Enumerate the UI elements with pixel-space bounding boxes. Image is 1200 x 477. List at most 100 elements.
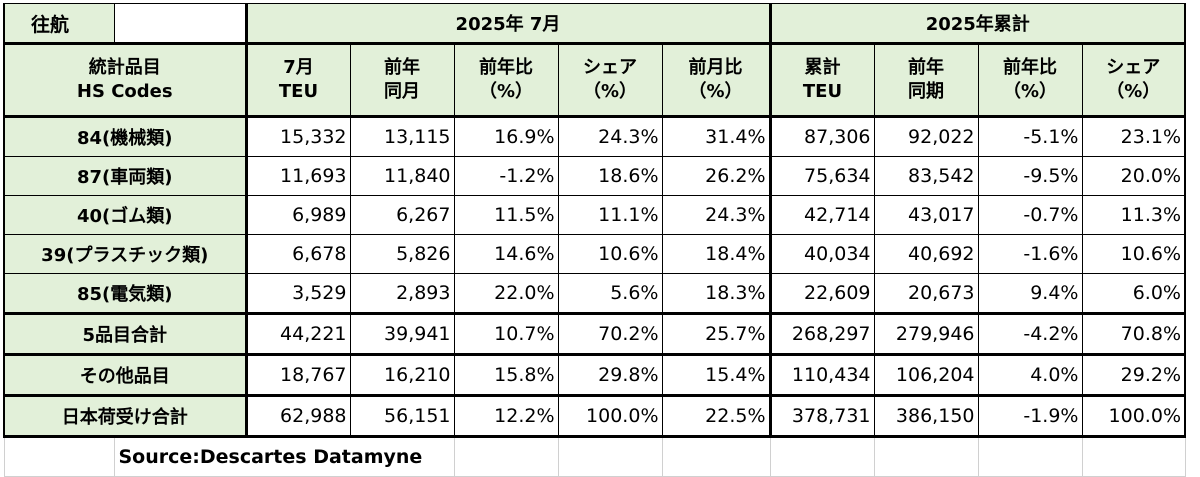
col-header-share-line2: （%） bbox=[582, 81, 638, 102]
cell-cum-prev: 83,542 bbox=[873, 156, 979, 196]
col-header-cumulative-line1: 累計 bbox=[804, 57, 841, 78]
empty-header-cell bbox=[113, 3, 247, 44]
col-header-cum-share-line2: （%） bbox=[1106, 81, 1161, 102]
cell-cum: 40,034 bbox=[768, 234, 875, 274]
cell-cum-yoy: -0.7% bbox=[977, 195, 1083, 235]
cell-cum-prev: 20,673 bbox=[873, 273, 979, 314]
source-note: Source:Descartes Datamyne bbox=[113, 436, 455, 477]
row-label: 日本荷受け合計 bbox=[3, 394, 247, 438]
cell-prev: 6,267 bbox=[349, 195, 455, 235]
row-label: 39(プラスチック類) bbox=[3, 234, 247, 274]
cell-teu: 6,678 bbox=[244, 234, 351, 274]
col-header-mom-line2: （%） bbox=[688, 81, 743, 102]
col-header-cum-yoy: 前年比 （%） bbox=[977, 42, 1083, 117]
cell-teu: 11,693 bbox=[244, 156, 351, 196]
empty-cell bbox=[873, 436, 979, 477]
cell-yoy: 16.9% bbox=[453, 115, 559, 157]
row-label: 40(ゴム類) bbox=[3, 195, 247, 235]
corner-label: 往航 bbox=[3, 3, 115, 44]
cell-teu: 15,332 bbox=[244, 115, 351, 157]
cell-cum-yoy: -9.5% bbox=[977, 156, 1083, 196]
col-header-mom-line1: 前月比 bbox=[688, 57, 743, 78]
cell-mom: 31.4% bbox=[661, 115, 771, 157]
cell-share: 18.6% bbox=[557, 156, 663, 196]
table-body: 84(機械類) 15,332 13,115 16.9% 24.3% 31.4% … bbox=[3, 115, 1186, 438]
row-label: 85(電気類) bbox=[3, 273, 247, 314]
col-header-prev-year-period: 前年 同期 bbox=[873, 42, 979, 117]
empty-cell bbox=[769, 436, 875, 477]
cell-cum: 110,434 bbox=[768, 353, 875, 396]
cell-cum-yoy: -1.9% bbox=[977, 394, 1083, 438]
cell-cum: 75,634 bbox=[768, 156, 875, 196]
cell-cum: 268,297 bbox=[768, 312, 875, 355]
col-header-cum-yoy-line1: 前年比 bbox=[1003, 57, 1057, 78]
table-row: 日本荷受け合計 62,988 56,151 12.2% 100.0% 22.5%… bbox=[3, 394, 1186, 438]
cell-prev: 13,115 bbox=[349, 115, 455, 157]
empty-cell bbox=[977, 436, 1083, 477]
cell-prev: 2,893 bbox=[349, 273, 455, 314]
cell-yoy: 11.5% bbox=[453, 195, 559, 235]
empty-cell bbox=[557, 436, 663, 477]
cell-mom: 24.3% bbox=[661, 195, 771, 235]
cell-prev: 5,826 bbox=[349, 234, 455, 274]
cell-mom: 26.2% bbox=[661, 156, 771, 196]
hs-code-table: 往航 2025年 7月 2025年累計 統計品目 HS Codes 7月 TEU… bbox=[3, 3, 1186, 477]
cell-cum-share: 100.0% bbox=[1081, 394, 1186, 438]
cell-teu: 62,988 bbox=[244, 394, 351, 438]
col-header-cum-yoy-line2: （%） bbox=[1002, 81, 1058, 102]
row-label: 87(車両類) bbox=[3, 156, 247, 196]
cell-cum-prev: 386,150 bbox=[873, 394, 979, 438]
empty-cell bbox=[453, 436, 559, 477]
cell-cum-share: 6.0% bbox=[1081, 273, 1186, 314]
col-header-share: シェア （%） bbox=[557, 42, 663, 117]
cell-teu: 6,989 bbox=[244, 195, 351, 235]
table-row: 85(電気類) 3,529 2,893 22.0% 5.6% 18.3% 22,… bbox=[3, 273, 1186, 314]
table-row: 5品目合計 44,221 39,941 10.7% 70.2% 25.7% 26… bbox=[3, 312, 1186, 355]
cell-cum-prev: 279,946 bbox=[873, 312, 979, 355]
cell-share: 29.8% bbox=[557, 353, 663, 396]
empty-cell bbox=[661, 436, 771, 477]
cell-yoy: 14.6% bbox=[453, 234, 559, 274]
col-header-prev-year-month: 前年 同月 bbox=[349, 42, 455, 117]
cell-yoy: 12.2% bbox=[453, 394, 559, 438]
cell-cum-prev: 40,692 bbox=[873, 234, 979, 274]
col-header-item-line1: 統計品目 bbox=[88, 57, 161, 78]
col-header-share-line1: シェア bbox=[583, 57, 637, 78]
cell-cum-prev: 106,204 bbox=[873, 353, 979, 396]
cell-prev: 56,151 bbox=[349, 394, 455, 438]
cell-cum-yoy: -1.6% bbox=[977, 234, 1083, 274]
col-header-item-line2: HS Codes bbox=[76, 81, 173, 102]
cell-cum-prev: 92,022 bbox=[873, 115, 979, 157]
empty-cell bbox=[1081, 436, 1186, 477]
cell-cum-share: 20.0% bbox=[1081, 156, 1186, 196]
col-header-cumulative-line2: TEU bbox=[802, 81, 843, 102]
cell-share: 11.1% bbox=[557, 195, 663, 235]
table-row: 39(プラスチック類) 6,678 5,826 14.6% 10.6% 18.4… bbox=[3, 234, 1186, 274]
cell-mom: 25.7% bbox=[661, 312, 771, 355]
table-row: 84(機械類) 15,332 13,115 16.9% 24.3% 31.4% … bbox=[3, 115, 1186, 157]
cell-mom: 15.4% bbox=[661, 353, 771, 396]
col-header-yoy: 前年比 （%） bbox=[453, 42, 559, 117]
cell-share: 24.3% bbox=[557, 115, 663, 157]
cell-cum: 42,714 bbox=[768, 195, 875, 235]
col-header-item: 統計品目 HS Codes bbox=[3, 42, 247, 117]
table-row: その他品目 18,767 16,210 15.8% 29.8% 15.4% 11… bbox=[3, 353, 1186, 396]
row-label: 5品目合計 bbox=[3, 312, 247, 355]
cell-cum-yoy: 4.0% bbox=[977, 353, 1083, 396]
cell-yoy: 15.8% bbox=[453, 353, 559, 396]
cell-cum-share: 23.1% bbox=[1081, 115, 1186, 157]
statistics-sheet: 往航 2025年 7月 2025年累計 統計品目 HS Codes 7月 TEU… bbox=[3, 3, 1186, 477]
col-header-cumulative: 累計 TEU bbox=[768, 42, 875, 117]
cell-cum: 87,306 bbox=[768, 115, 875, 157]
cell-share: 5.6% bbox=[557, 273, 663, 314]
table-row: 87(車両類) 11,693 11,840 -1.2% 18.6% 26.2% … bbox=[3, 156, 1186, 196]
col-header-mom: 前月比 （%） bbox=[661, 42, 771, 117]
col-header-yoy-line1: 前年比 bbox=[479, 57, 533, 78]
col-header-july-teu-line2: TEU bbox=[278, 81, 319, 102]
cell-yoy: 22.0% bbox=[453, 273, 559, 314]
cell-prev: 16,210 bbox=[349, 353, 455, 396]
cell-yoy: -1.2% bbox=[453, 156, 559, 196]
cell-share: 70.2% bbox=[557, 312, 663, 355]
col-header-cum-share: シェア （%） bbox=[1081, 42, 1186, 117]
cell-cum: 378,731 bbox=[768, 394, 875, 438]
